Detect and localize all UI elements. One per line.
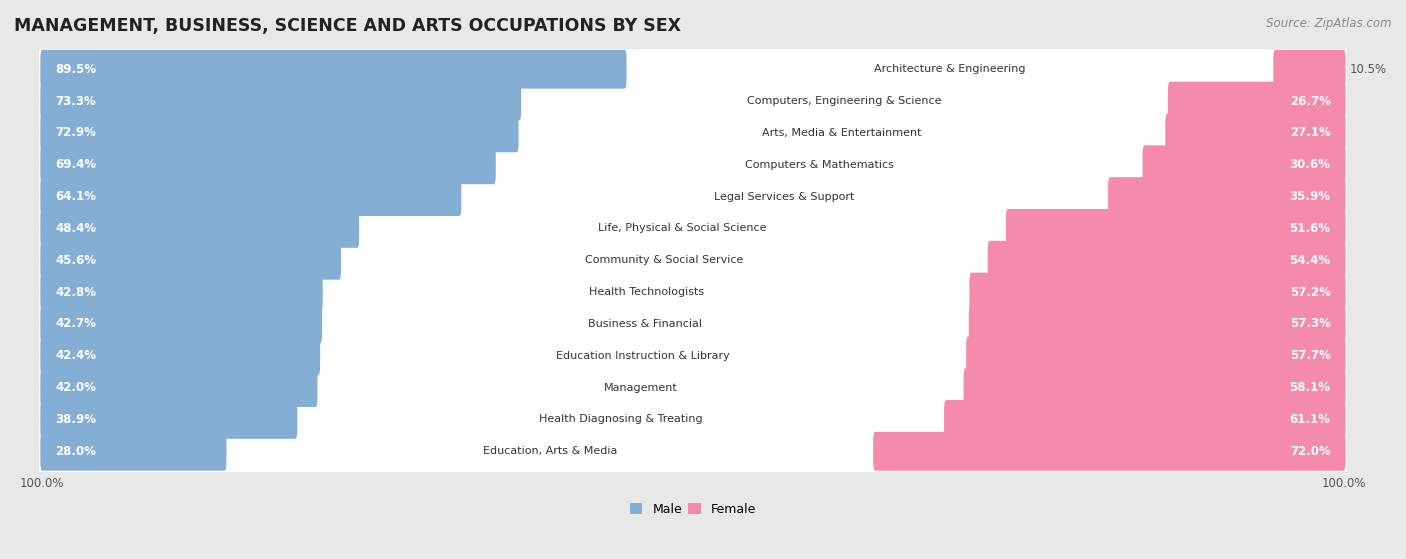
Text: Management: Management bbox=[603, 382, 678, 392]
FancyBboxPatch shape bbox=[41, 113, 519, 152]
FancyBboxPatch shape bbox=[39, 420, 1347, 482]
FancyBboxPatch shape bbox=[1274, 50, 1346, 89]
Text: MANAGEMENT, BUSINESS, SCIENCE AND ARTS OCCUPATIONS BY SEX: MANAGEMENT, BUSINESS, SCIENCE AND ARTS O… bbox=[14, 17, 681, 35]
Text: 72.0%: 72.0% bbox=[1289, 445, 1330, 458]
FancyBboxPatch shape bbox=[39, 134, 1347, 196]
Text: 69.4%: 69.4% bbox=[55, 158, 97, 171]
FancyBboxPatch shape bbox=[39, 388, 1347, 451]
Text: Life, Physical & Social Science: Life, Physical & Social Science bbox=[599, 224, 766, 234]
FancyBboxPatch shape bbox=[969, 305, 1346, 343]
Text: Health Technologists: Health Technologists bbox=[589, 287, 703, 297]
FancyBboxPatch shape bbox=[943, 400, 1346, 439]
Text: 26.7%: 26.7% bbox=[1289, 94, 1330, 107]
Text: Computers, Engineering & Science: Computers, Engineering & Science bbox=[747, 96, 942, 106]
FancyBboxPatch shape bbox=[41, 145, 496, 184]
FancyBboxPatch shape bbox=[39, 357, 1347, 419]
FancyBboxPatch shape bbox=[966, 337, 1346, 375]
Text: Education Instruction & Library: Education Instruction & Library bbox=[557, 350, 730, 361]
Text: Architecture & Engineering: Architecture & Engineering bbox=[875, 64, 1026, 74]
FancyBboxPatch shape bbox=[41, 209, 359, 248]
FancyBboxPatch shape bbox=[41, 432, 226, 471]
Text: 35.9%: 35.9% bbox=[1289, 190, 1330, 203]
FancyBboxPatch shape bbox=[1005, 209, 1346, 248]
Text: 30.6%: 30.6% bbox=[1289, 158, 1330, 171]
FancyBboxPatch shape bbox=[39, 38, 1347, 101]
FancyBboxPatch shape bbox=[41, 305, 322, 343]
Text: 64.1%: 64.1% bbox=[55, 190, 97, 203]
Text: 42.7%: 42.7% bbox=[55, 318, 96, 330]
FancyBboxPatch shape bbox=[970, 273, 1346, 311]
Text: Source: ZipAtlas.com: Source: ZipAtlas.com bbox=[1267, 17, 1392, 30]
Text: Computers & Mathematics: Computers & Mathematics bbox=[745, 160, 894, 170]
FancyBboxPatch shape bbox=[41, 400, 297, 439]
FancyBboxPatch shape bbox=[39, 102, 1347, 164]
FancyBboxPatch shape bbox=[1168, 82, 1346, 121]
Text: 42.8%: 42.8% bbox=[55, 286, 97, 299]
FancyBboxPatch shape bbox=[963, 368, 1346, 407]
Text: 57.3%: 57.3% bbox=[1289, 318, 1330, 330]
Text: Health Diagnosing & Treating: Health Diagnosing & Treating bbox=[538, 414, 703, 424]
FancyBboxPatch shape bbox=[873, 432, 1346, 471]
FancyBboxPatch shape bbox=[39, 165, 1347, 228]
Text: Community & Social Service: Community & Social Service bbox=[585, 255, 744, 265]
Text: 28.0%: 28.0% bbox=[55, 445, 96, 458]
FancyBboxPatch shape bbox=[41, 82, 522, 121]
FancyBboxPatch shape bbox=[41, 337, 321, 375]
FancyBboxPatch shape bbox=[41, 368, 318, 407]
FancyBboxPatch shape bbox=[41, 273, 323, 311]
FancyBboxPatch shape bbox=[41, 241, 342, 280]
Text: 27.1%: 27.1% bbox=[1289, 126, 1330, 139]
Text: 48.4%: 48.4% bbox=[55, 222, 97, 235]
Text: 10.5%: 10.5% bbox=[1350, 63, 1388, 75]
Text: 42.4%: 42.4% bbox=[55, 349, 97, 362]
FancyBboxPatch shape bbox=[1143, 145, 1346, 184]
Text: Business & Financial: Business & Financial bbox=[589, 319, 703, 329]
FancyBboxPatch shape bbox=[39, 325, 1347, 387]
Legend: Male, Female: Male, Female bbox=[624, 498, 761, 521]
FancyBboxPatch shape bbox=[41, 50, 627, 89]
Text: 42.0%: 42.0% bbox=[55, 381, 96, 394]
Text: 45.6%: 45.6% bbox=[55, 254, 97, 267]
Text: 57.2%: 57.2% bbox=[1289, 286, 1330, 299]
Text: Education, Arts & Media: Education, Arts & Media bbox=[482, 446, 617, 456]
Text: 58.1%: 58.1% bbox=[1289, 381, 1330, 394]
FancyBboxPatch shape bbox=[39, 197, 1347, 259]
FancyBboxPatch shape bbox=[1108, 177, 1346, 216]
FancyBboxPatch shape bbox=[41, 177, 461, 216]
Text: Arts, Media & Entertainment: Arts, Media & Entertainment bbox=[762, 128, 922, 138]
Text: Legal Services & Support: Legal Services & Support bbox=[714, 192, 855, 202]
Text: 54.4%: 54.4% bbox=[1289, 254, 1330, 267]
FancyBboxPatch shape bbox=[39, 229, 1347, 291]
Text: 51.6%: 51.6% bbox=[1289, 222, 1330, 235]
Text: 57.7%: 57.7% bbox=[1289, 349, 1330, 362]
FancyBboxPatch shape bbox=[39, 293, 1347, 355]
Text: 61.1%: 61.1% bbox=[1289, 413, 1330, 426]
Text: 38.9%: 38.9% bbox=[55, 413, 97, 426]
Text: 72.9%: 72.9% bbox=[55, 126, 96, 139]
FancyBboxPatch shape bbox=[987, 241, 1346, 280]
FancyBboxPatch shape bbox=[1166, 113, 1346, 152]
Text: 89.5%: 89.5% bbox=[55, 63, 97, 75]
FancyBboxPatch shape bbox=[39, 261, 1347, 323]
FancyBboxPatch shape bbox=[39, 70, 1347, 132]
Text: 73.3%: 73.3% bbox=[55, 94, 96, 107]
